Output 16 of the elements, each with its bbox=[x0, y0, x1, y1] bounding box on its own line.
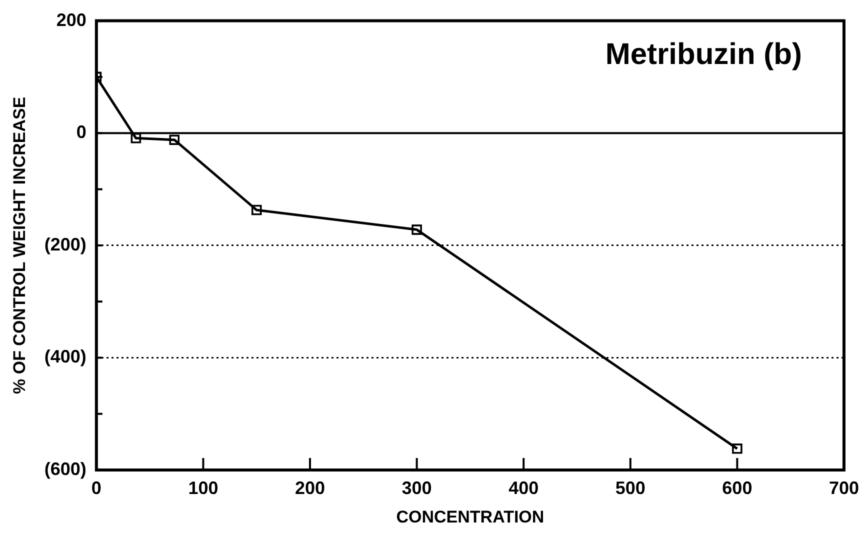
x-tick-label: 300 bbox=[402, 478, 432, 498]
x-tick-label: 0 bbox=[91, 478, 102, 498]
x-tick-label: 200 bbox=[294, 478, 326, 498]
x-tick-label: 400 bbox=[508, 478, 539, 498]
y-axis-title: % OF CONTROL WEIGHT INCREASE bbox=[10, 96, 29, 394]
x-tick-label: 100 bbox=[188, 478, 218, 498]
y-tick-label: 0 bbox=[76, 122, 86, 142]
x-tick-label: 700 bbox=[828, 478, 860, 498]
x-axis-title: CONCENTRATION bbox=[396, 507, 544, 526]
y-tick-label: (600) bbox=[44, 458, 86, 479]
x-tick-label: 600 bbox=[722, 478, 752, 498]
y-tick-label: (200) bbox=[44, 234, 86, 254]
text: Metribuzin (b) bbox=[605, 38, 802, 72]
x-tick-label: 500 bbox=[615, 478, 646, 498]
y-tick-label: 200 bbox=[56, 10, 86, 30]
y-tick-label: (400) bbox=[44, 346, 86, 367]
